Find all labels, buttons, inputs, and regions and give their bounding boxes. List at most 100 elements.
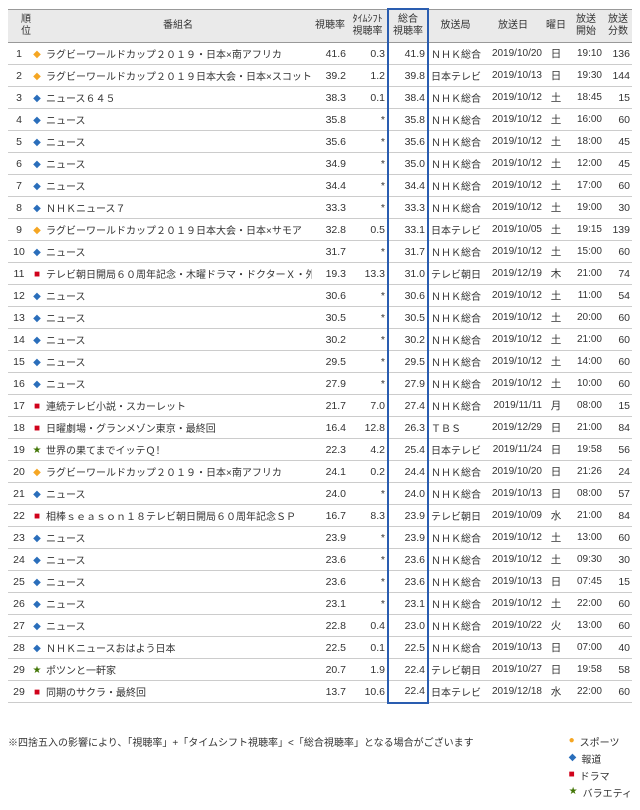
- cell-rank: 8: [8, 197, 30, 219]
- cell-name: ニュース: [44, 593, 312, 615]
- cell-start: 19:10: [568, 43, 604, 65]
- legend-label: ドラマ: [580, 768, 610, 783]
- cell-start: 20:00: [568, 307, 604, 329]
- cell-station: ＮＨＫ総合: [428, 285, 482, 307]
- category-icon: ◆: [30, 373, 44, 395]
- cell-total: 22.4: [388, 681, 428, 703]
- table-row: 13◆ニュース30.5*30.5ＮＨＫ総合2019/10/12土20:0060: [8, 307, 632, 329]
- category-icon: ◆: [30, 65, 44, 87]
- category-icon: ◆: [30, 43, 44, 65]
- cell-min: 24: [604, 461, 632, 483]
- cell-dow: 土: [544, 351, 568, 373]
- cell-dow: 日: [544, 65, 568, 87]
- table-row: 20◆ラグビーワールドカップ２０１９・日本×南アフリカ24.10.224.4ＮＨ…: [8, 461, 632, 483]
- legend-item: ◆報道: [569, 751, 632, 766]
- cell-rank: 3: [8, 87, 30, 109]
- cell-dow: 土: [544, 87, 568, 109]
- cell-min: 60: [604, 109, 632, 131]
- cell-start: 18:00: [568, 131, 604, 153]
- legend-item: ★バラエティ: [569, 785, 632, 800]
- cell-total: 34.4: [388, 175, 428, 197]
- cell-station: ＮＨＫ総合: [428, 483, 482, 505]
- cell-total: 23.9: [388, 505, 428, 527]
- cell-date: 2019/10/12: [482, 241, 544, 263]
- cell-date: 2019/10/12: [482, 549, 544, 571]
- table-row: 25◆ニュース23.6*23.6ＮＨＫ総合2019/10/13日07:4515: [8, 571, 632, 593]
- cell-total: 33.3: [388, 197, 428, 219]
- category-icon: ◆: [30, 571, 44, 593]
- cell-dow: 日: [544, 43, 568, 65]
- cell-rank: 6: [8, 153, 30, 175]
- cell-rate: 33.3: [312, 197, 348, 219]
- cell-min: 40: [604, 637, 632, 659]
- cell-name: ニュース: [44, 527, 312, 549]
- ratings-table: 順位 番組名 視聴率 ﾀｲﾑｼﾌﾄ視聴率 総合視聴率 放送局 放送日 曜日 放送…: [8, 8, 632, 704]
- cell-dow: 日: [544, 637, 568, 659]
- cell-start: 08:00: [568, 395, 604, 417]
- cell-min: 56: [604, 439, 632, 461]
- cell-rate: 27.9: [312, 373, 348, 395]
- cell-min: 60: [604, 615, 632, 637]
- cell-start: 09:30: [568, 549, 604, 571]
- cell-rank: 18: [8, 417, 30, 439]
- cell-rate: 38.3: [312, 87, 348, 109]
- category-icon: ◆: [30, 175, 44, 197]
- cell-rank: 7: [8, 175, 30, 197]
- cell-start: 19:58: [568, 659, 604, 681]
- table-row: 18■日曜劇場・グランメゾン東京・最終回16.412.826.3ＴＢＳ2019/…: [8, 417, 632, 439]
- cell-rank: 13: [8, 307, 30, 329]
- cell-rank: 1: [8, 43, 30, 65]
- cell-trate: 0.1: [348, 87, 388, 109]
- cell-name: ラグビーワールドカップ２０１９・日本×南アフリカ: [44, 43, 312, 65]
- cell-start: 18:45: [568, 87, 604, 109]
- legend-label: スポーツ: [580, 734, 620, 749]
- cell-start: 16:00: [568, 109, 604, 131]
- cell-total: 27.9: [388, 373, 428, 395]
- table-row: 9◆ラグビーワールドカップ２０１９日本大会・日本×サモア32.80.533.1日…: [8, 219, 632, 241]
- cell-rate: 35.8: [312, 109, 348, 131]
- cell-dow: 土: [544, 131, 568, 153]
- cell-name: ポツンと一軒家: [44, 659, 312, 681]
- cell-station: ＮＨＫ総合: [428, 637, 482, 659]
- cell-station: ＮＨＫ総合: [428, 395, 482, 417]
- cell-trate: 10.6: [348, 681, 388, 703]
- cell-total: 35.8: [388, 109, 428, 131]
- cell-rank: 12: [8, 285, 30, 307]
- cell-station: ＮＨＫ総合: [428, 549, 482, 571]
- cell-start: 19:00: [568, 197, 604, 219]
- table-row: 1◆ラグビーワールドカップ２０１９・日本×南アフリカ41.60.341.9ＮＨＫ…: [8, 43, 632, 65]
- cell-dow: 日: [544, 571, 568, 593]
- cell-name: ニュース: [44, 615, 312, 637]
- table-row: 16◆ニュース27.9*27.9ＮＨＫ総合2019/10/12土10:0060: [8, 373, 632, 395]
- cell-rate: 16.4: [312, 417, 348, 439]
- cell-rate: 30.2: [312, 329, 348, 351]
- cell-name: ニュース: [44, 483, 312, 505]
- cell-dow: 土: [544, 329, 568, 351]
- cell-rank: 14: [8, 329, 30, 351]
- cell-trate: *: [348, 285, 388, 307]
- cell-station: 日本テレビ: [428, 439, 482, 461]
- cell-date: 2019/12/18: [482, 681, 544, 703]
- table-row: 6◆ニュース34.9*35.0ＮＨＫ総合2019/10/12土12:0045: [8, 153, 632, 175]
- cell-trate: *: [348, 197, 388, 219]
- cell-trate: *: [348, 527, 388, 549]
- category-icon: ◆: [30, 549, 44, 571]
- category-icon: ■: [30, 417, 44, 439]
- cell-rate: 23.9: [312, 527, 348, 549]
- cell-start: 10:00: [568, 373, 604, 395]
- cell-name: ニュース: [44, 131, 312, 153]
- cell-rank: 17: [8, 395, 30, 417]
- cell-station: テレビ朝日: [428, 505, 482, 527]
- cell-min: 30: [604, 549, 632, 571]
- cell-station: 日本テレビ: [428, 681, 482, 703]
- cell-start: 21:26: [568, 461, 604, 483]
- cell-name: 日曜劇場・グランメゾン東京・最終回: [44, 417, 312, 439]
- cell-name: ラグビーワールドカップ２０１９日本大会・日本×サモア: [44, 219, 312, 241]
- table-row: 22■相棒ｓｅａｓｏｎ１８テレビ朝日開局６０周年記念ＳＰ16.78.323.9テ…: [8, 505, 632, 527]
- cell-trate: 7.0: [348, 395, 388, 417]
- cell-rate: 34.9: [312, 153, 348, 175]
- cell-min: 60: [604, 593, 632, 615]
- cell-total: 30.6: [388, 285, 428, 307]
- cell-dow: 土: [544, 307, 568, 329]
- cell-dow: 日: [544, 483, 568, 505]
